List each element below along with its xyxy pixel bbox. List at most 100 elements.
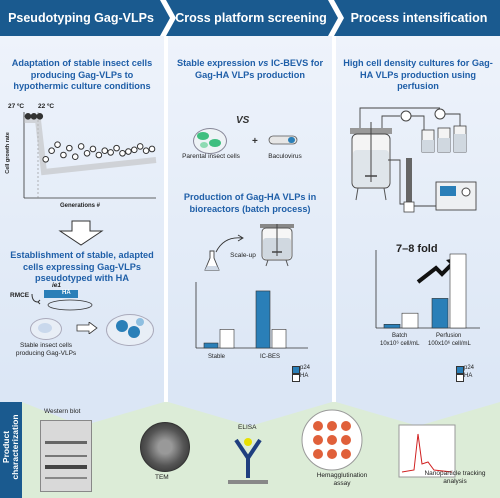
header-process-intensification: Process intensification [350, 11, 488, 25]
scatter-point [148, 145, 156, 153]
scatter-point [107, 149, 114, 156]
scatter-point [36, 112, 44, 120]
scatter-point [24, 112, 32, 120]
column-2-background [168, 36, 332, 402]
bar3-category-batch: Batch [392, 333, 408, 339]
tem-image [140, 422, 190, 472]
scatter-point [101, 147, 109, 155]
nanoparticle-tracking-plot [398, 424, 456, 478]
chevron-tips [22, 402, 500, 426]
scatter-point [130, 146, 138, 154]
cell-icon [200, 142, 208, 148]
bar2-category-stable: Stable [208, 354, 226, 360]
bar2-legend-ha-swatch [292, 374, 300, 382]
product-characterization-label-bar: Product characterization [0, 402, 22, 498]
scatter-point [119, 149, 126, 157]
header-pseudotyping: Pseudotyping Gag-VLPs [8, 11, 154, 25]
bar-ha-stable [219, 329, 235, 349]
baculovirus-icon [268, 135, 298, 145]
scatter-point [113, 144, 120, 152]
ie1-label: ie1 [52, 282, 62, 289]
bar-p24-perfusion [431, 298, 449, 329]
scatter-point [60, 151, 67, 159]
bar-p24-ic-bes [255, 290, 271, 349]
bar3-category-perfusion-sub: 100x10⁶ cell/mL [428, 341, 471, 347]
header-arrows [0, 0, 500, 36]
scatter-point [42, 156, 50, 163]
cell-vlp-icon [128, 326, 140, 338]
hemagglutination-label: Hemagglutination assay [316, 472, 368, 487]
scatter-point [83, 149, 91, 157]
scatter-point [30, 112, 38, 120]
col2-title: Stable expression vs IC-BEVS for Gag-HA … [176, 58, 324, 80]
batch-bar-chart [195, 282, 308, 349]
growth-rate-scatter [23, 112, 157, 199]
bar3-legend-p24: p24 [464, 365, 475, 371]
fold-change-label: 7–8 fold [396, 243, 438, 255]
scatter-point [48, 147, 55, 155]
western-blot-image [40, 420, 92, 492]
flask-icon [204, 250, 220, 271]
right-arrow-icon [76, 322, 98, 334]
cell-vlp-icon [116, 320, 128, 332]
baculovirus-label: Baculovirus [268, 153, 302, 160]
bar2-legend-p24: p24 [300, 365, 311, 371]
down-arrow-icon [58, 220, 104, 246]
cell-vlp-icon [136, 318, 144, 326]
bar-p24-batch [383, 324, 401, 329]
rmce-label: RMCE [10, 292, 30, 299]
perfusion-bar-chart [375, 250, 480, 329]
bar-ha-perfusion [449, 253, 467, 329]
scaleup-label: Scale-up [230, 252, 256, 259]
scaleup-arrow-icon [215, 234, 244, 253]
bar3-category-batch-sub: 10x10⁶ cell/mL [380, 341, 420, 347]
ha-label: HA [62, 290, 71, 296]
bar3-category-perfusion: Perfusion [436, 333, 462, 339]
generations-xlabel: Generations # [60, 203, 101, 209]
bar-ha-ic-bes [271, 329, 287, 349]
perfusion-setup-diagram [350, 107, 477, 213]
bar2-category-icbes: IC-BES [260, 354, 281, 360]
cell-nucleus-icon [38, 323, 52, 333]
scatter-point [136, 143, 144, 150]
col3-title: High cell density cultures for Gag-HA VL… [343, 58, 493, 91]
hemagglutination-plate-icon [301, 409, 363, 471]
scatter-point [89, 145, 97, 153]
bar2-legend-ha: HA [300, 373, 309, 379]
temp-22-label: 22 ºC [38, 103, 55, 110]
scatter-point [54, 141, 61, 148]
parental-cells-label: Parental insect cells [182, 153, 240, 160]
bar3-legend-ha-swatch [456, 374, 464, 382]
scatter-point [95, 151, 103, 159]
scatter-point [71, 153, 79, 161]
bar3-legend-ha: HA [464, 373, 473, 379]
column-3-background [336, 36, 500, 402]
scatter-point [66, 144, 73, 152]
tem-label: TEM [155, 474, 169, 481]
bioreactor-icon [260, 224, 294, 267]
stable-cells-label: Stable insect cells producing Gag-VLPs [15, 342, 77, 357]
product-characterization-label: Product characterization [1, 414, 20, 480]
scatter-point [125, 148, 132, 155]
scatter-point [77, 143, 85, 150]
vs-label: VS [236, 115, 250, 126]
western-blot-label: Western blot [44, 408, 81, 415]
plus-sign: + [252, 136, 258, 147]
elisa-label: ELISA [238, 424, 257, 431]
growth-rate-ylabel: Cell growth rate [5, 132, 11, 174]
header-cross-platform: Cross platform screening [175, 11, 327, 25]
bar3-legend-p24-swatch [456, 366, 464, 374]
elisa-antibody-icon [228, 438, 268, 484]
ha-construct-icon [31, 290, 93, 311]
bar-ha-batch [401, 312, 419, 329]
cell-icon [209, 139, 221, 147]
cell-icon [197, 132, 209, 140]
temp-27-label: 27 ºC [8, 103, 25, 110]
scatter-point [142, 147, 150, 155]
bar2-legend-p24-swatch [292, 366, 300, 374]
col1-section2-title: Establishment of stable, adapted cells e… [10, 250, 154, 283]
col1-title: Adaptation of stable insect cells produc… [11, 58, 153, 91]
col2-section2-title: Production of Gag-HA VLPs in bioreactors… [183, 192, 317, 214]
bar-p24-stable [203, 342, 219, 349]
nanoparticle-label: Nanoparticle tracking analysis [424, 470, 486, 485]
